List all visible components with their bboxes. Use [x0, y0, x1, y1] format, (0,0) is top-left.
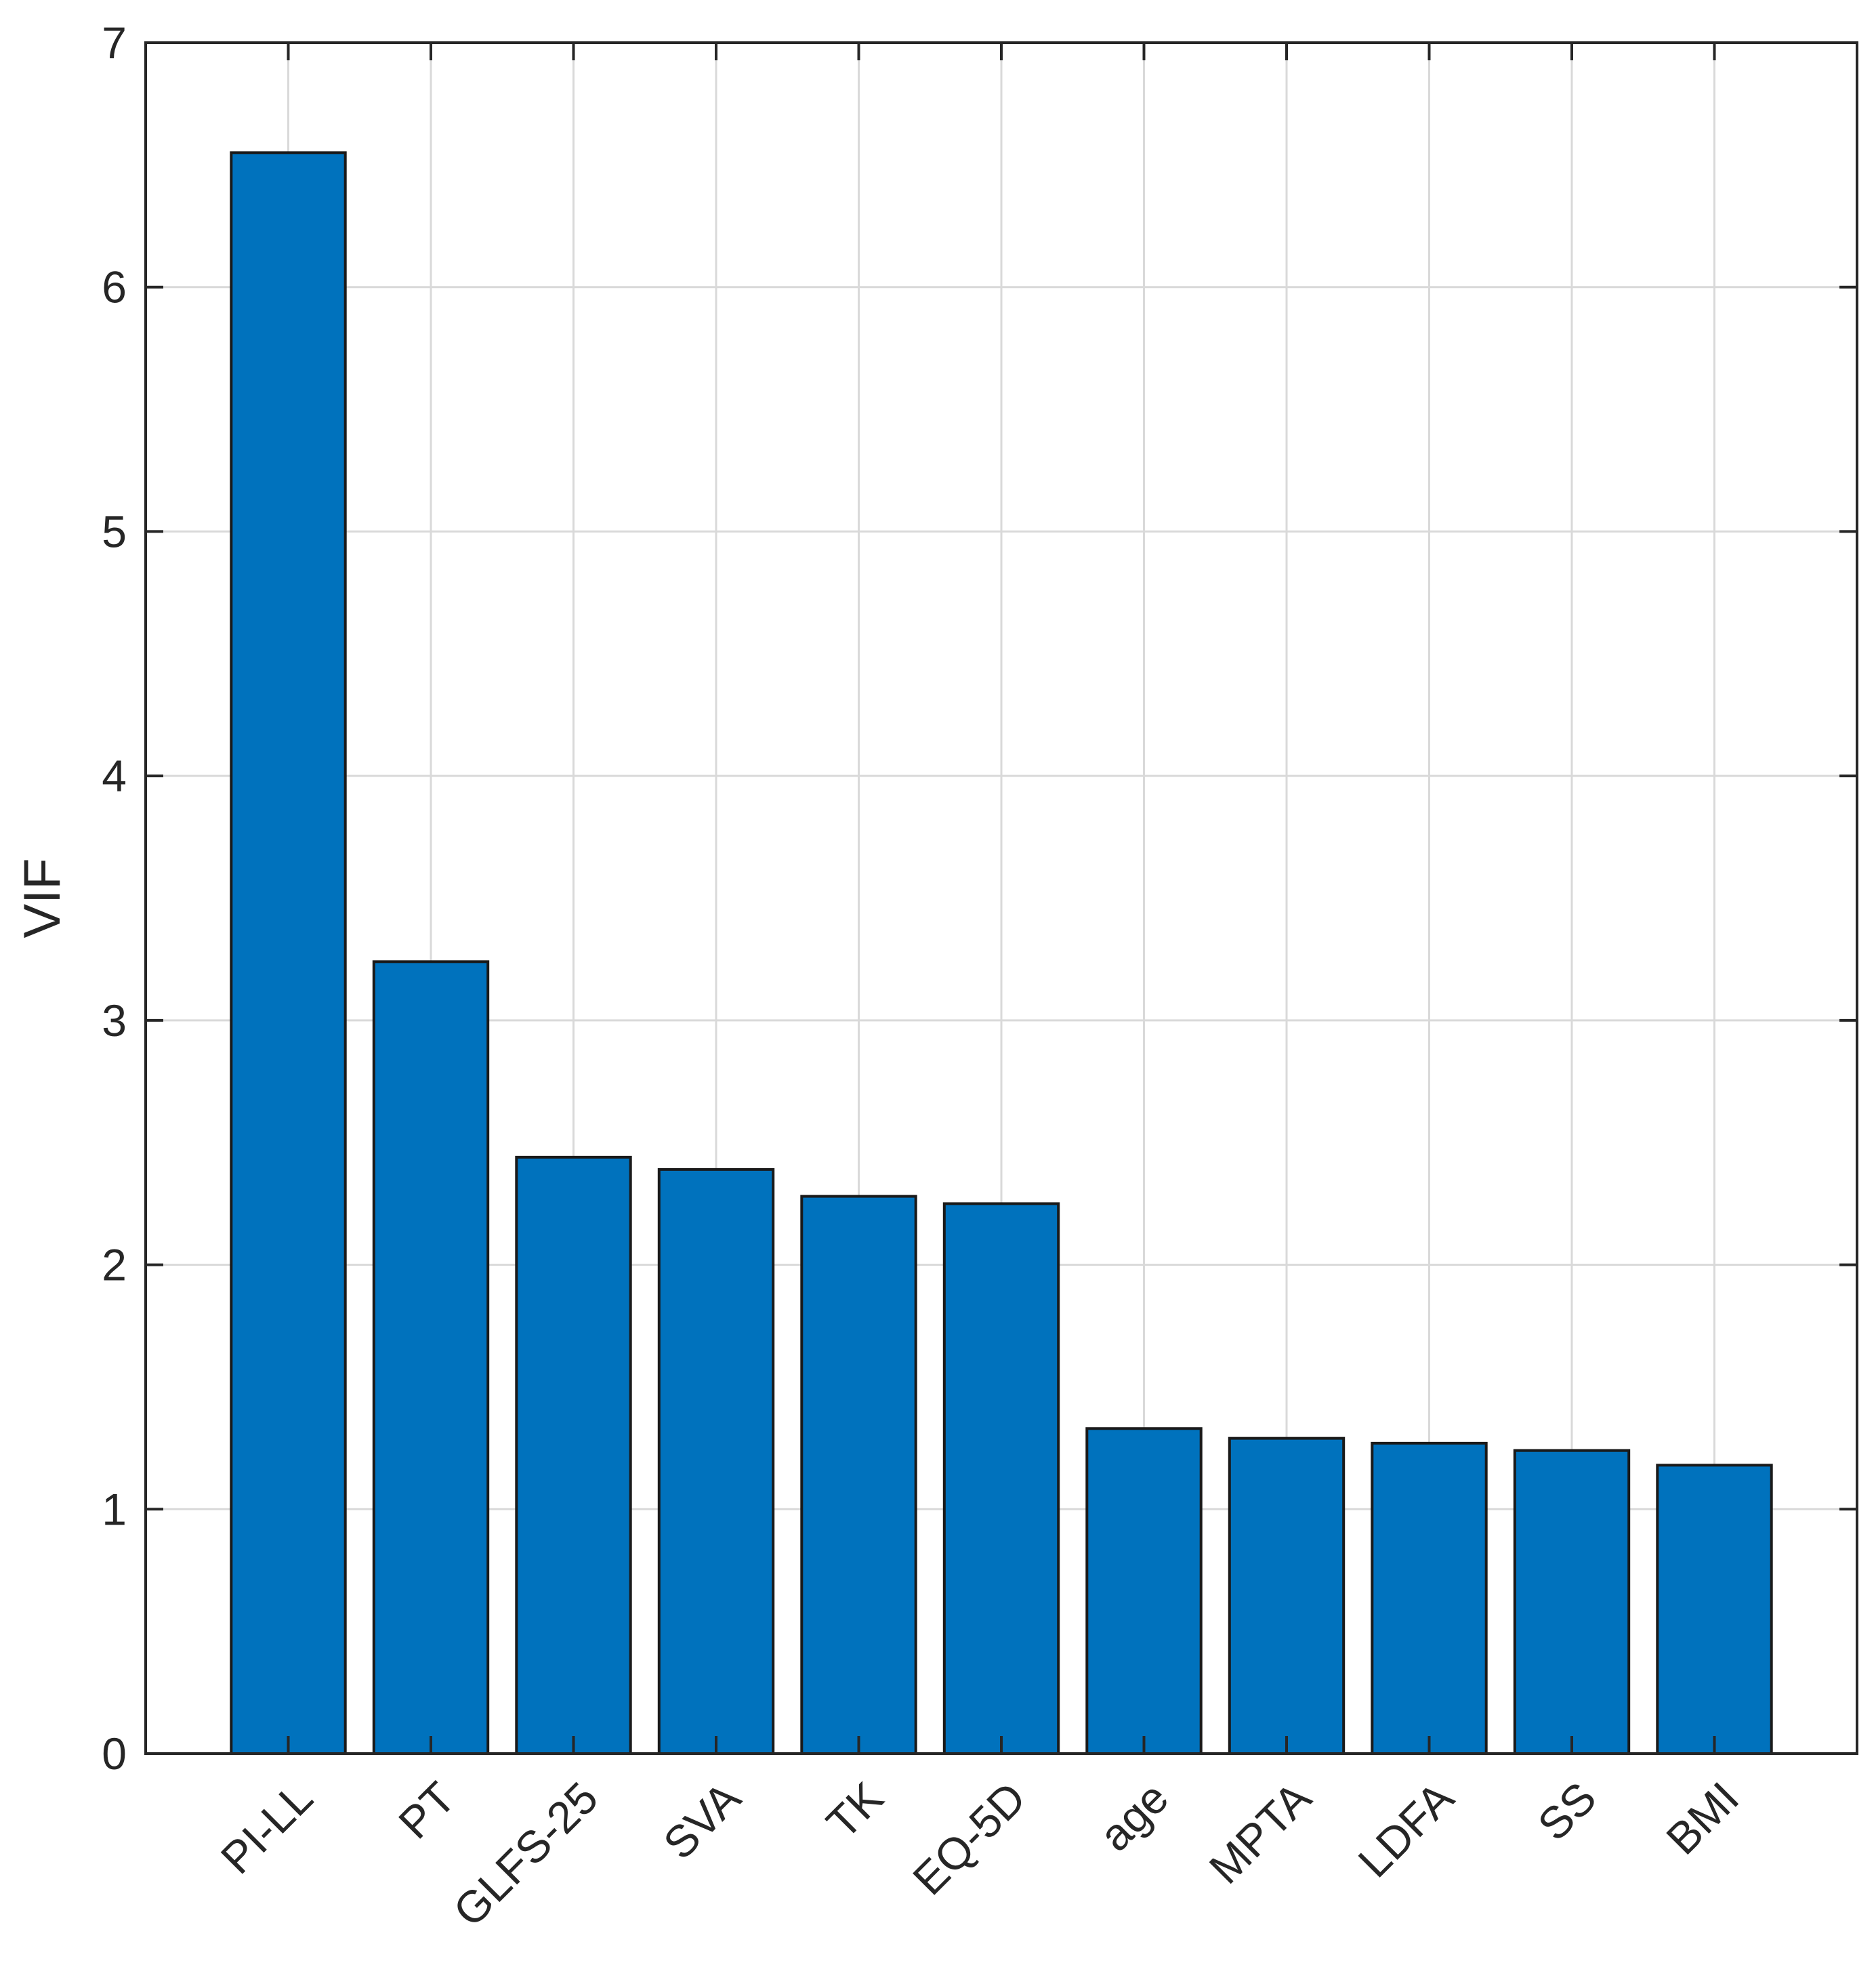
bar-glfs-25: [515, 1155, 632, 1756]
bar-eq-5d: [942, 1202, 1060, 1755]
x-tick-label: LDFA: [1348, 1773, 1463, 1887]
bar-age: [1085, 1427, 1203, 1755]
bars: [230, 151, 1773, 1756]
x-tick-label: age: [1089, 1773, 1177, 1861]
y-tick-label: 2: [102, 1240, 127, 1290]
x-tick-label: BMI: [1656, 1773, 1748, 1864]
x-tick-label: GLFS-25: [444, 1773, 608, 1937]
y-tick-label: 0: [102, 1729, 127, 1779]
y-tick-label: 5: [102, 506, 127, 556]
bar-pi-ll: [230, 151, 347, 1755]
y-tick-labels: 0 1 2 3 4 5 6 7: [102, 18, 127, 1779]
bar-tk: [800, 1195, 917, 1755]
y-tick-label: 7: [102, 18, 127, 68]
bar-ldfa: [1371, 1441, 1488, 1755]
bar-mpta: [1228, 1436, 1346, 1755]
bar-pt: [372, 960, 490, 1755]
y-tick-label: 6: [102, 262, 127, 312]
y-tick-label: 4: [102, 751, 127, 801]
tick-marks: [146, 41, 1857, 1755]
x-tick-label: EQ-5D: [903, 1773, 1035, 1905]
x-tick-label: SVA: [654, 1773, 750, 1869]
bar-bmi: [1656, 1464, 1773, 1756]
y-tick-label: 3: [102, 995, 127, 1046]
x-tick-label: PI-LL: [211, 1773, 322, 1884]
x-tick-label: MPTA: [1199, 1773, 1320, 1894]
x-tick-label: PT: [389, 1773, 465, 1848]
x-tick-label: SS: [1528, 1773, 1606, 1850]
y-tick-label: 1: [102, 1484, 127, 1534]
bar-ss: [1513, 1449, 1631, 1756]
y-axis-label: VIF: [14, 858, 71, 938]
bar-sva: [657, 1167, 775, 1755]
x-tick-label: TK: [816, 1773, 892, 1848]
